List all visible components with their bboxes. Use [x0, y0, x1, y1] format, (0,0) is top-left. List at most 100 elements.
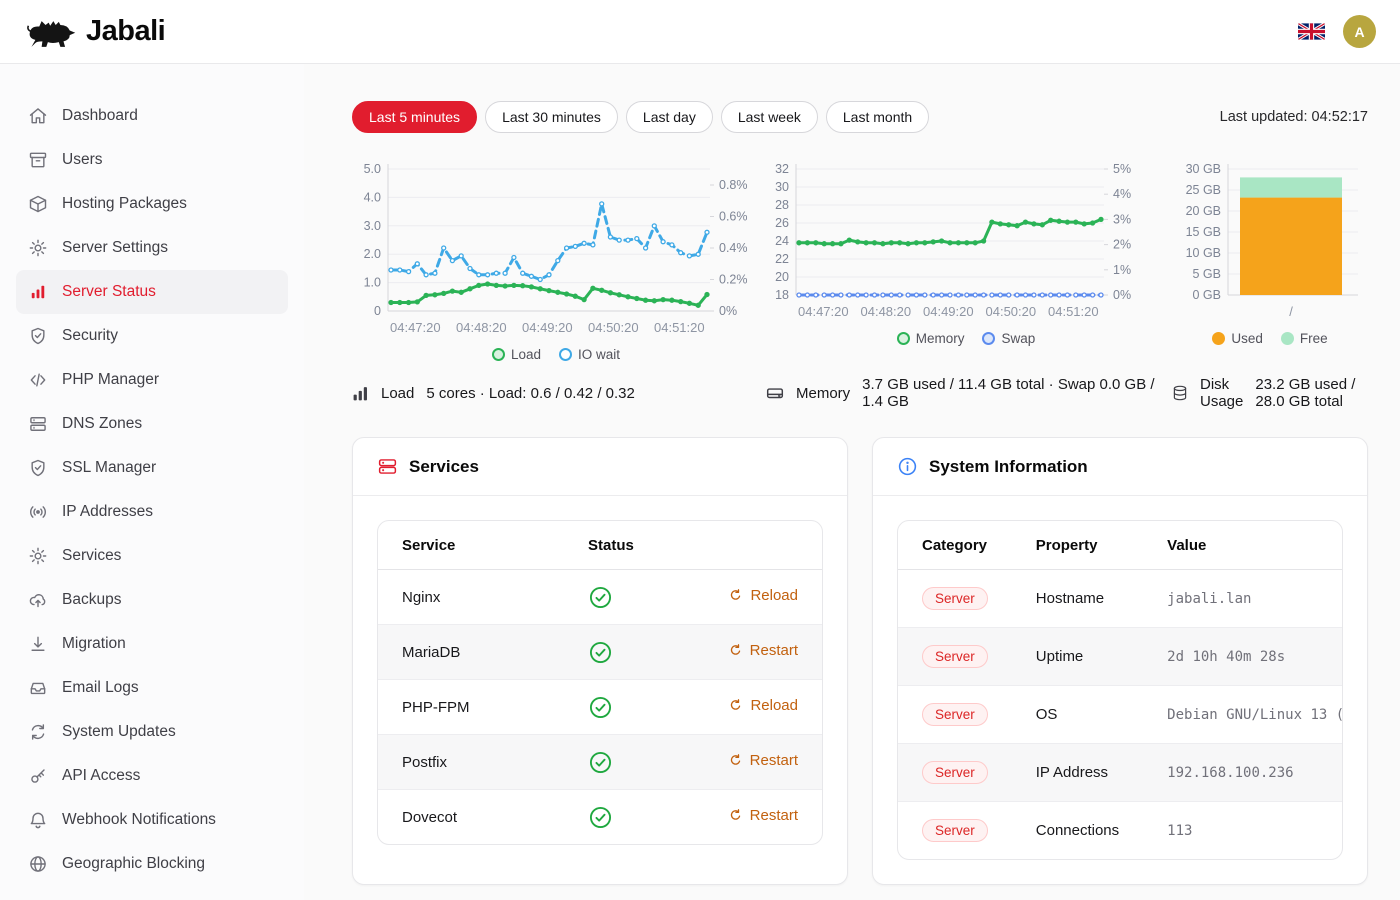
svg-text:20 GB: 20 GB	[1186, 204, 1221, 218]
legend-load: Load	[492, 347, 541, 362]
svg-text:0%: 0%	[1113, 288, 1131, 302]
svg-text:/: /	[1289, 304, 1293, 319]
svg-text:18: 18	[775, 288, 789, 302]
sidebar-item-ssl-manager[interactable]: SSL Manager	[16, 446, 288, 490]
sidebar-item-label: Server Status	[62, 283, 156, 301]
restart-button[interactable]: Restart	[728, 752, 798, 769]
sidebar-item-dns-zones[interactable]: DNS Zones	[16, 402, 288, 446]
brand-name: Jabali	[86, 15, 165, 48]
bell-icon	[28, 810, 48, 830]
time-range-last-week[interactable]: Last week	[721, 101, 818, 133]
sidebar-item-dashboard[interactable]: Dashboard	[16, 94, 288, 138]
service-row-php-fpm: PHP-FPMReload	[378, 680, 822, 735]
col-category: Category	[898, 521, 1012, 570]
sidebar-item-system-updates[interactable]: System Updates	[16, 710, 288, 754]
sidebar-item-label: Security	[62, 327, 118, 345]
refresh-icon	[728, 808, 743, 823]
status-ok-icon	[588, 805, 670, 830]
category-badge: Server	[922, 703, 988, 726]
stats-row: Load5 cores · Load: 0.6 / 0.42 / 0.32Mem…	[352, 376, 1368, 410]
sidebar-item-email-logs[interactable]: Email Logs	[16, 666, 288, 710]
sidebar-item-services[interactable]: Services	[16, 534, 288, 578]
sidebar-item-label: DNS Zones	[62, 415, 142, 433]
system-row-uptime: ServerUptime2d 10h 40m 28s	[898, 628, 1343, 686]
sidebar-item-label: Webhook Notifications	[62, 811, 216, 829]
service-row-mariadb: MariaDBRestart	[378, 625, 822, 680]
sidebar-item-security[interactable]: Security	[16, 314, 288, 358]
sidebar-item-users[interactable]: Users	[16, 138, 288, 182]
disk-chart: 30 GB25 GB20 GB15 GB10 GB5 GB0 GB/	[1172, 159, 1368, 329]
sidebar-item-migration[interactable]: Migration	[16, 622, 288, 666]
svg-text:5 GB: 5 GB	[1193, 267, 1222, 281]
time-range-last-5-minutes[interactable]: Last 5 minutes	[352, 101, 477, 133]
svg-text:32: 32	[775, 162, 789, 176]
svg-text:15 GB: 15 GB	[1186, 225, 1221, 239]
stack-icon	[28, 414, 48, 434]
property-value: 113	[1143, 802, 1343, 860]
reload-button[interactable]: Reload	[728, 697, 798, 714]
refresh-icon	[728, 588, 743, 603]
svg-text:04:49:20: 04:49:20	[923, 304, 974, 319]
sidebar-item-php-manager[interactable]: PHP Manager	[16, 358, 288, 402]
sidebar-item-server-settings[interactable]: Server Settings	[16, 226, 288, 270]
chart-icon	[28, 282, 48, 302]
reload-button[interactable]: Reload	[728, 587, 798, 604]
sidebar-item-server-status[interactable]: Server Status	[16, 270, 288, 314]
stat-disk-usage: Disk Usage23.2 GB used / 28.0 GB total	[1172, 376, 1368, 410]
legend-memory: Memory	[897, 331, 965, 346]
sidebar-item-ip-addresses[interactable]: IP Addresses	[16, 490, 288, 534]
sidebar: DashboardUsersHosting PackagesServer Set…	[0, 64, 304, 900]
archive-icon	[28, 150, 48, 170]
sidebar-item-api-access[interactable]: API Access	[16, 754, 288, 798]
system-row-ip-address: ServerIP Address192.168.100.236	[898, 744, 1343, 802]
property-value: jabali.lan	[1143, 570, 1343, 628]
service-row-postfix: Postfix Restart	[378, 735, 822, 790]
stat-load: Load5 cores · Load: 0.6 / 0.42 / 0.32	[352, 376, 760, 410]
col-value: Value	[1143, 521, 1343, 570]
sidebar-item-label: API Access	[62, 767, 140, 785]
service-name: Dovecot	[378, 790, 564, 845]
property-value: 2d 10h 40m 28s	[1143, 628, 1343, 686]
category-badge: Server	[922, 819, 988, 842]
avatar[interactable]: A	[1343, 15, 1376, 48]
system-row-os: ServerOSDebian GNU/Linux 13 (trixie)	[898, 686, 1343, 744]
restart-button[interactable]: Restart	[728, 807, 798, 824]
svg-text:3%: 3%	[1113, 212, 1131, 226]
time-range-last-30-minutes[interactable]: Last 30 minutes	[485, 101, 618, 133]
sidebar-item-backups[interactable]: Backups	[16, 578, 288, 622]
svg-text:04:47:20: 04:47:20	[798, 304, 849, 319]
svg-text:0%: 0%	[719, 304, 737, 318]
service-name: Postfix	[378, 735, 564, 790]
svg-text:30: 30	[775, 180, 789, 194]
top-bar: Jabali A	[0, 0, 1400, 64]
language-flag-icon[interactable]	[1298, 23, 1325, 40]
load-chart: 5.04.03.02.01.000.8%0.6%0.4%0.2%0%04:47:…	[352, 159, 760, 345]
refresh-icon	[728, 753, 743, 768]
memory-chart-legend: MemorySwap	[766, 331, 1166, 346]
svg-text:24: 24	[775, 234, 789, 248]
sidebar-item-label: Geographic Blocking	[62, 855, 205, 873]
sidebar-item-webhook-notifications[interactable]: Webhook Notifications	[16, 798, 288, 842]
charts-row: 5.04.03.02.01.000.8%0.6%0.4%0.2%0%04:47:…	[352, 159, 1368, 362]
sidebar-item-label: SSL Manager	[62, 459, 156, 477]
time-range-last-month[interactable]: Last month	[826, 101, 929, 133]
restart-button[interactable]: Restart	[728, 642, 798, 659]
svg-text:2.0: 2.0	[364, 247, 381, 261]
boar-logo-icon	[26, 14, 76, 50]
status-ok-icon	[588, 585, 670, 610]
time-range-last-day[interactable]: Last day	[626, 101, 713, 133]
svg-text:04:47:20: 04:47:20	[390, 320, 441, 335]
sidebar-item-geographic-blocking[interactable]: Geographic Blocking	[16, 842, 288, 886]
sidebar-item-hosting-packages[interactable]: Hosting Packages	[16, 182, 288, 226]
svg-text:25 GB: 25 GB	[1186, 183, 1221, 197]
server-stack-icon	[377, 456, 398, 477]
refresh-icon	[728, 643, 743, 658]
svg-text:0.6%: 0.6%	[719, 210, 748, 224]
system-row-connections: ServerConnections113	[898, 802, 1343, 860]
category-badge: Server	[922, 645, 988, 668]
brand-logo[interactable]: Jabali	[26, 14, 165, 50]
status-ok-icon	[588, 750, 670, 775]
key-icon	[28, 766, 48, 786]
status-ok-icon	[588, 695, 670, 720]
property-name: IP Address	[1012, 744, 1143, 802]
